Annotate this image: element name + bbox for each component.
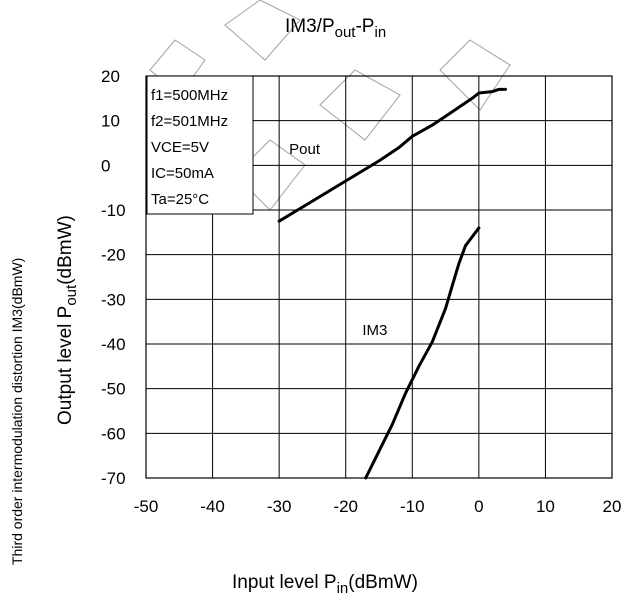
y-axis-label-inner: Output level Pout(dBmW)	[55, 215, 80, 425]
plot-frame	[145, 75, 613, 479]
y-tick-label: -50	[101, 380, 126, 399]
x-tick-labels: -50 -40 -30 -20 -10 0 10 20	[134, 497, 622, 516]
y-tick-label: 20	[101, 67, 120, 86]
xlabel-unit: (dBmW)	[348, 572, 418, 593]
y-tick-label: -40	[101, 335, 126, 354]
condition-ta: Ta=25°C	[151, 191, 209, 208]
x-tick-label: -40	[200, 497, 225, 516]
series-label-pout: Pout	[289, 141, 321, 158]
series-label-im3: IM3	[362, 322, 387, 339]
title-sub-in: in	[374, 24, 386, 41]
title-sub-out: out	[335, 24, 357, 41]
y-tick-label: -70	[101, 469, 126, 488]
series-line-im3	[364, 226, 481, 480]
series-labels: Pout IM3	[289, 141, 387, 339]
y-tick-label: 0	[101, 156, 110, 175]
x-tick-label: 10	[536, 497, 555, 516]
title-mid: -P	[355, 16, 374, 37]
condition-f1: f1=500MHz	[151, 87, 228, 104]
conditions-box: f1=500MHz f2=501MHz VCE=5V IC=50mA Ta=25…	[146, 75, 254, 215]
y-axis-label-outer: Third order intermodulation distortion I…	[9, 258, 25, 565]
series-lines	[277, 87, 507, 480]
y-tick-label: -60	[101, 424, 126, 443]
y-tick-label: -30	[101, 290, 126, 309]
condition-ic: IC=50mA	[151, 165, 214, 182]
x-tick-label: 20	[603, 497, 622, 516]
x-axis-label: Input level Pin(dBmW)	[232, 572, 418, 597]
xlabel-main: Input level P	[232, 572, 337, 593]
x-tick-label: -50	[134, 497, 159, 516]
title-main: IM3/P	[285, 16, 335, 37]
y-tick-label: 10	[101, 112, 120, 131]
x-tick-label: 0	[474, 497, 483, 516]
y-tick-labels: 20 10 0 -10 -20 -30 -40 -50 -60 -70	[101, 67, 126, 488]
x-tick-label: -30	[267, 497, 292, 516]
condition-vce: VCE=5V	[151, 139, 209, 156]
ylabel-unit: (dBmW)	[55, 215, 76, 285]
y-tick-label: -20	[101, 246, 126, 265]
xlabel-sub: in	[337, 580, 349, 597]
ylabel-sub: out	[63, 284, 80, 306]
y-tick-label: -10	[101, 201, 126, 220]
series-line-pout	[277, 87, 507, 223]
x-tick-label: -10	[400, 497, 425, 516]
x-tick-label: -20	[333, 497, 358, 516]
condition-f2: f2=501MHz	[151, 113, 228, 130]
ylabel-main: Output level P	[55, 306, 76, 425]
chart-title: IM3/Pout-Pin	[285, 16, 386, 41]
